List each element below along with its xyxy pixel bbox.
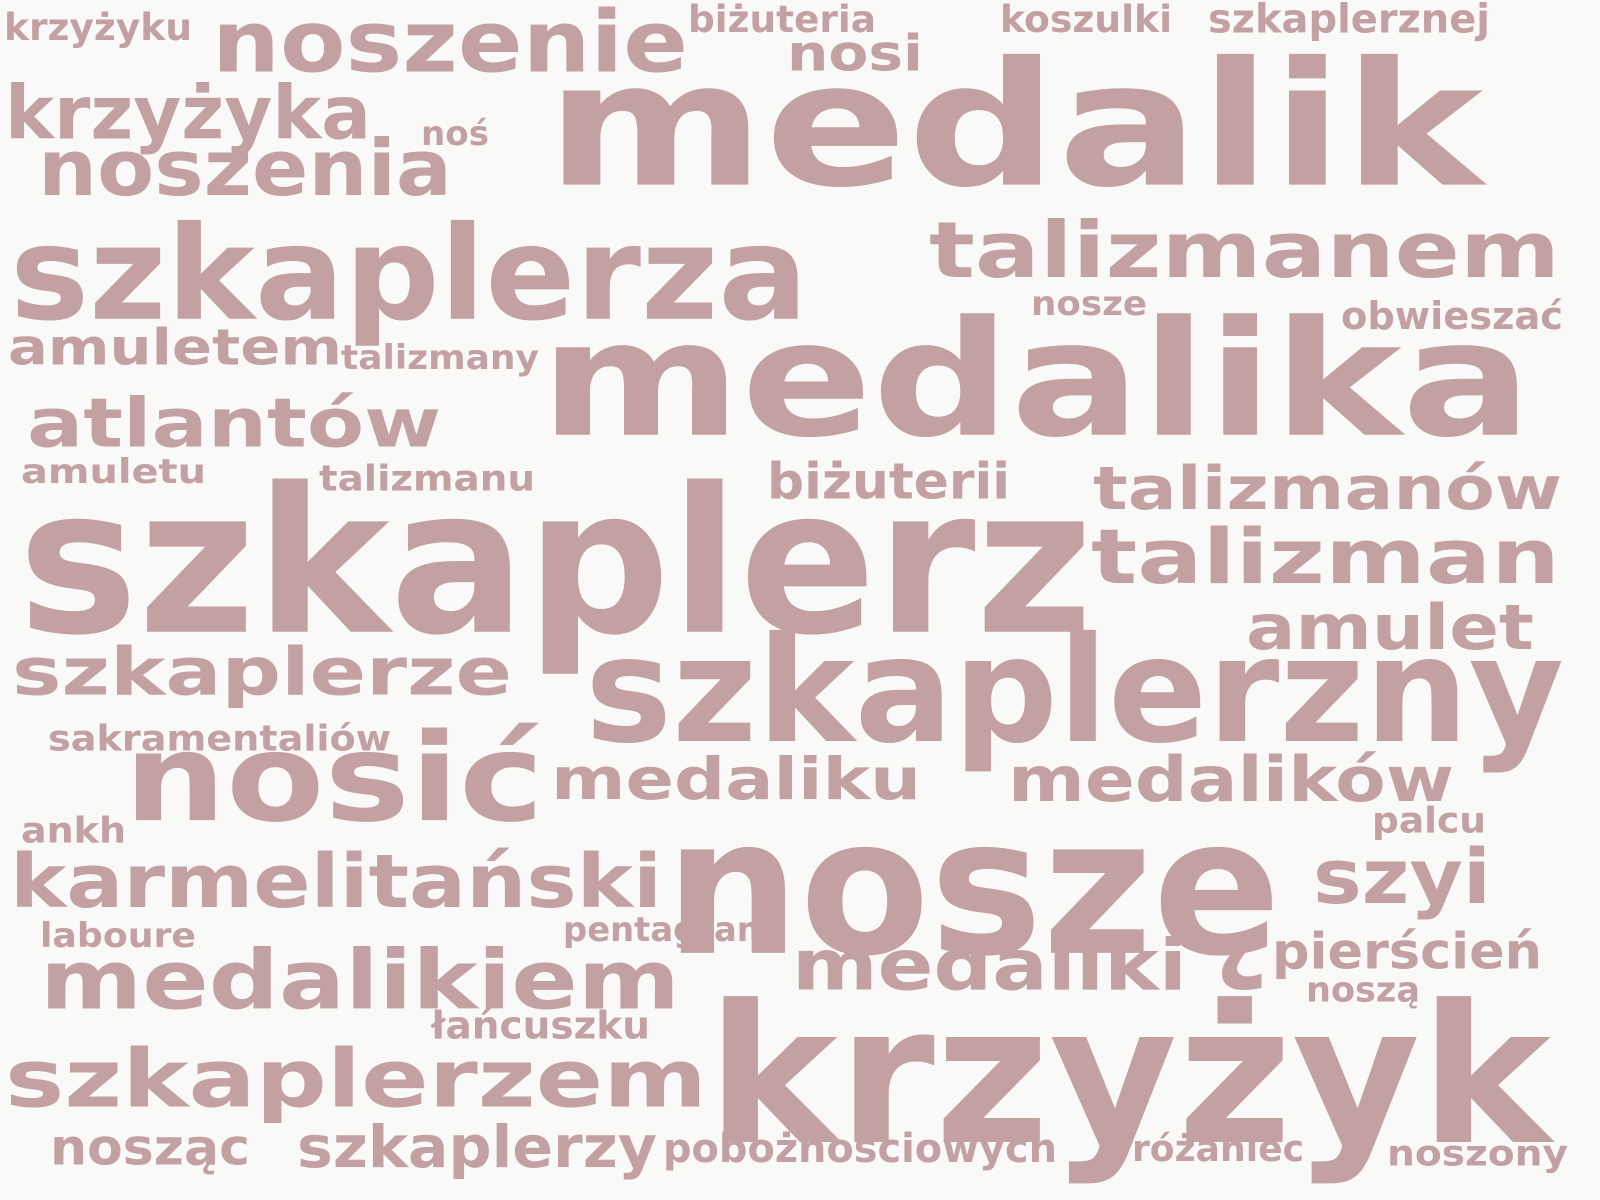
word-talizmanem: talizmanem [929, 204, 1561, 296]
word-szkaplerzem: szkaplerzem [5, 1033, 707, 1126]
word-amuletem: amuletem [8, 317, 342, 377]
word-noszenia: noszenia [38, 122, 453, 214]
word-szkaplerzny: szkaplerzny [585, 605, 1565, 776]
word-krzyzyku: krzyżyku [4, 6, 193, 50]
word-talizman: talizman [1091, 513, 1560, 602]
word-labourne: laboure [40, 916, 196, 956]
word-talizmanow: talizmanów [1093, 454, 1562, 525]
word-amuletu: amuletu [21, 452, 206, 492]
word-noszą: noszą [1306, 968, 1421, 1011]
word-noszony: noszony [1387, 1131, 1568, 1175]
word-nosic: nosić [124, 708, 544, 850]
word-medalik: medalik [546, 25, 1484, 226]
word-szyi: szyi [1313, 833, 1492, 922]
word-noszenie: noszenie [212, 0, 688, 93]
word-medalikow: medalików [1008, 744, 1455, 817]
word-medalika: medalika [540, 285, 1533, 473]
word-pentagram: pentagram [563, 910, 772, 950]
word-ankh: ankh [21, 808, 126, 852]
word-atlantow: atlantów [27, 383, 442, 463]
word-obwieszac: obwieszać [1341, 293, 1564, 339]
word-talizmany: talizmany [341, 338, 540, 378]
word-nosze: noszę [665, 777, 1282, 998]
word-pierscien: pierścień [1272, 921, 1543, 981]
word-szkaplerze: szkaplerze [12, 634, 512, 711]
word-bizuterii: biżuterii [767, 451, 1011, 511]
word-palcu: palcu [1372, 798, 1487, 842]
word-krzyzyka: krzyżyka [5, 71, 372, 158]
word-nosi: nosi [787, 23, 923, 83]
word-koszulki: koszulki [1000, 0, 1172, 42]
word-szkaplerzy: szkaplerzy [297, 1112, 657, 1182]
word-rozaniec: różaniec [1132, 1128, 1304, 1171]
word-lancuszku: łańcuszku [431, 1004, 651, 1049]
word-bizuteria: biżuteria [688, 0, 876, 42]
word-nosząc: nosząc [50, 1117, 250, 1177]
word-medaliki: medaliki [792, 925, 1187, 1007]
word-talizmanu: talizmanu [319, 456, 535, 500]
word-szkaplerznej: szkaplerznej [1208, 0, 1490, 43]
word-poboznosciowych: pobożnościowych [663, 1125, 1057, 1173]
word-krzyzyk: krzyżyk [707, 963, 1552, 1188]
word-karmelitanski: karmelitański [10, 839, 662, 926]
word-szkaplerza: szkaplerza [10, 199, 809, 351]
word-medalikiem: medalikiem [40, 932, 680, 1029]
word-sakramentaliow: sakramentaliów [48, 716, 392, 760]
word-nosze-ascii: nosze [1031, 284, 1148, 324]
word-szkaplerz: szkaplerz [18, 445, 1094, 681]
word-medaliku: medaliku [551, 744, 922, 814]
word-nos: noś [421, 112, 489, 154]
word-amulet: amulet [1246, 592, 1534, 665]
